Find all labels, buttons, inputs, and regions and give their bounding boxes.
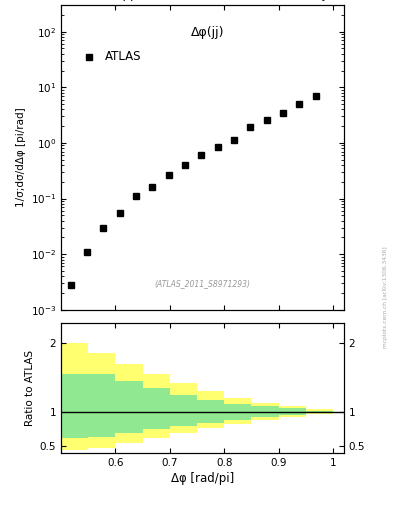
Text: ATLAS: ATLAS (105, 50, 141, 63)
Y-axis label: Ratio to ATLAS: Ratio to ATLAS (26, 350, 35, 426)
Text: Δφ(jj): Δφ(jj) (191, 27, 225, 39)
Y-axis label: 1/σ;dσ/dΔφ [pi/rad]: 1/σ;dσ/dΔφ [pi/rad] (17, 108, 26, 207)
Text: 7000 GeV pp: 7000 GeV pp (61, 0, 138, 1)
X-axis label: Δφ [rad/pi]: Δφ [rad/pi] (171, 472, 234, 485)
Text: mcplots.cern.ch [arXiv:1306.3436]: mcplots.cern.ch [arXiv:1306.3436] (383, 246, 388, 348)
Text: Jets: Jets (322, 0, 344, 1)
Text: (ATLAS_2011_S8971293): (ATLAS_2011_S8971293) (154, 280, 250, 288)
